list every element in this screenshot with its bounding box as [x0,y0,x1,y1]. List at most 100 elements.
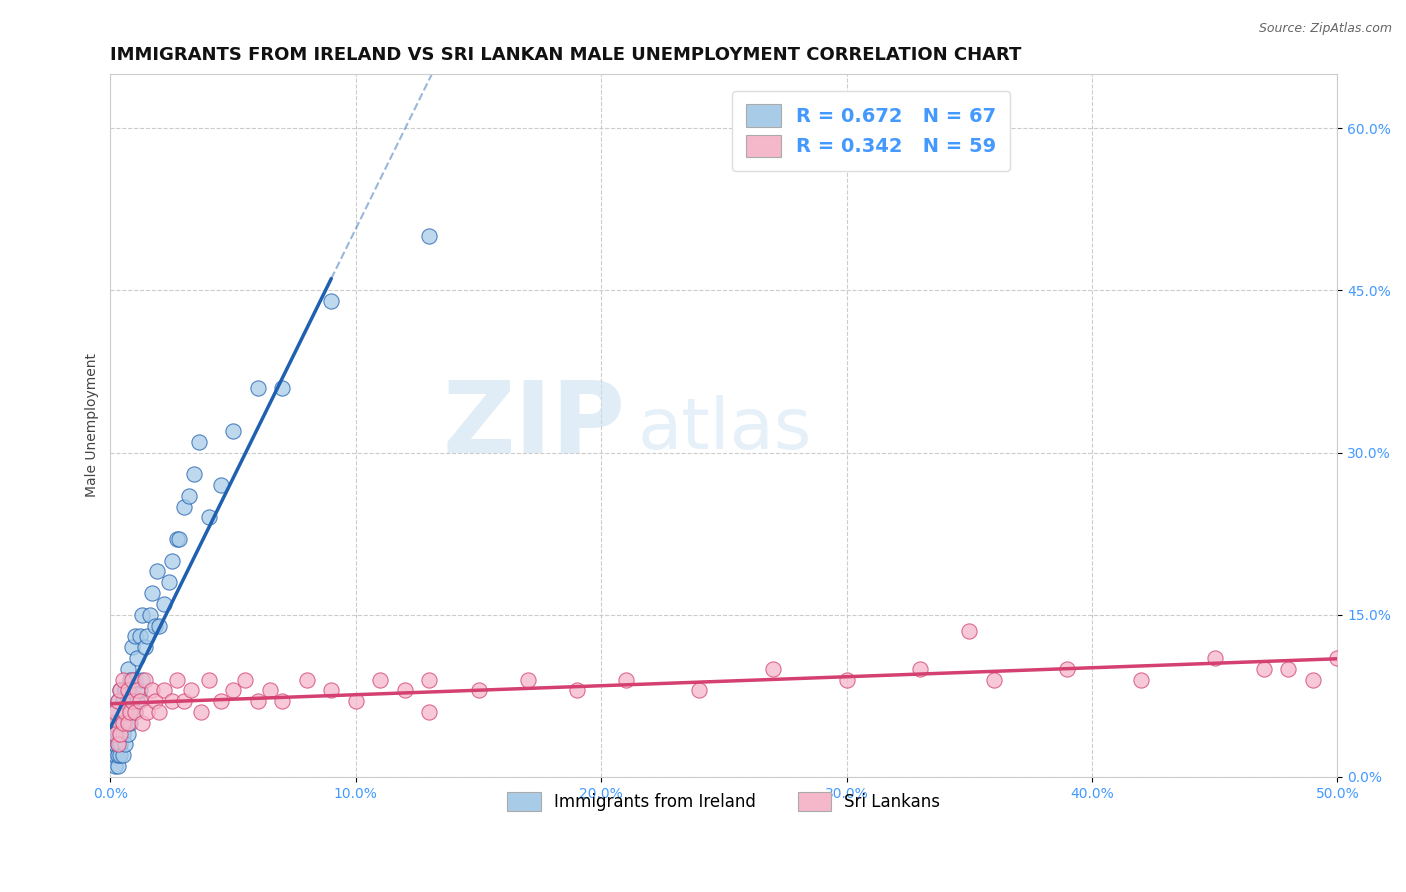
Point [148,618,170,632]
Point [516,673,538,687]
Point [222,424,245,438]
Point [111,715,134,730]
Point [107,694,129,708]
Point [153,597,176,611]
Point [688,683,710,698]
Point [222,683,245,698]
Point [111,726,134,740]
Point [101,726,124,740]
Point [467,683,489,698]
Point [114,705,136,719]
Point [101,748,124,763]
Point [114,738,136,752]
Point [107,748,129,763]
Point [117,694,139,708]
Point [107,759,129,773]
Point [166,673,188,687]
Text: atlas: atlas [638,394,813,464]
Point [131,607,153,622]
Point [1302,673,1324,687]
Point [908,662,931,676]
Point [107,726,129,740]
Point [124,673,146,687]
Point [110,726,132,740]
Point [121,673,143,687]
Point [111,673,134,687]
Point [197,673,219,687]
Point [107,738,129,752]
Point [259,683,281,698]
Point [128,629,150,643]
Point [1253,662,1275,676]
Point [197,510,219,524]
Point [153,683,176,698]
Point [1326,651,1348,665]
Point [127,694,149,708]
Point [117,726,139,740]
Point [418,673,440,687]
Point [957,624,980,638]
Point [983,673,1005,687]
Point [183,467,205,482]
Point [117,715,139,730]
Point [107,738,129,752]
Point [101,715,124,730]
Point [321,683,343,698]
Point [177,489,200,503]
Y-axis label: Male Unemployment: Male Unemployment [86,353,100,498]
Point [246,694,269,708]
Point [110,683,132,698]
Point [370,673,392,687]
Point [110,683,132,698]
Point [117,683,139,698]
Point [143,694,166,708]
Point [118,715,141,730]
Point [565,683,588,698]
Point [141,586,163,600]
Point [209,694,232,708]
Point [121,683,143,698]
Point [128,694,150,708]
Point [114,683,136,698]
Point [136,629,159,643]
Point [418,705,440,719]
Point [118,673,141,687]
Point [118,705,141,719]
Point [166,532,188,546]
Point [160,554,183,568]
Point [121,640,143,654]
Point [111,748,134,763]
Point [148,705,170,719]
Point [146,565,169,579]
Point [121,705,143,719]
Point [1277,662,1299,676]
Point [143,618,166,632]
Point [160,694,183,708]
Point [1056,662,1078,676]
Point [134,673,156,687]
Point [104,705,127,719]
Point [187,434,209,449]
Point [111,694,134,708]
Point [104,726,127,740]
Point [1204,651,1226,665]
Point [107,715,129,730]
Point [271,694,294,708]
Point [127,683,149,698]
Point [190,705,212,719]
Point [209,478,232,492]
Point [104,738,127,752]
Point [138,607,160,622]
Point [180,683,202,698]
Point [141,683,163,698]
Point [104,705,127,719]
Legend: Immigrants from Ireland, Sri Lankans: Immigrants from Ireland, Sri Lankans [494,779,953,825]
Point [344,694,367,708]
Point [104,759,127,773]
Point [167,532,190,546]
Point [1130,673,1153,687]
Point [235,673,257,687]
Point [835,673,858,687]
Point [394,683,416,698]
Point [131,715,153,730]
